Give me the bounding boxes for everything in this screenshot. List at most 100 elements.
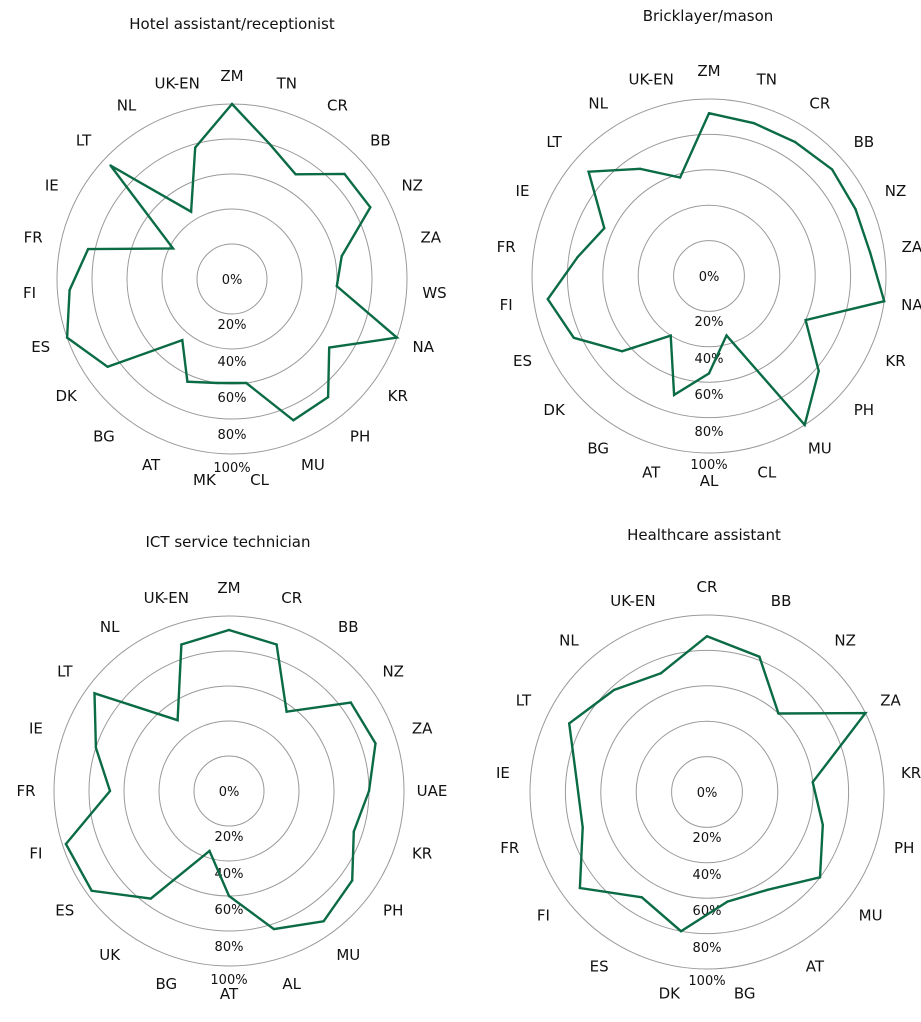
grid-ring (637, 204, 781, 348)
data-point-kr (804, 318, 807, 322)
category-label: NZ (382, 663, 404, 681)
data-point-dk (679, 930, 683, 933)
grid-ring (158, 720, 300, 862)
data-point-mu (292, 419, 295, 422)
data-point-cr (705, 635, 709, 638)
radar-chart-bricklayer: Bricklayer/mason 0%20%40%60%80%100%ZM TNC… (497, 7, 921, 490)
tick-label: 0% (219, 785, 240, 800)
category-label: ZA (421, 229, 442, 247)
category-label: UK-EN (629, 70, 674, 88)
category-label: FR (500, 839, 519, 857)
data-point-ph (817, 369, 820, 373)
category-label: FR (16, 782, 35, 800)
category-label: CR (697, 578, 718, 596)
category-label: PH (350, 428, 370, 446)
data-point-nl (176, 719, 179, 722)
grid-ring (53, 615, 405, 967)
category-label: FR (24, 229, 43, 247)
tick-label: 20% (215, 830, 244, 845)
data-point-nz (369, 206, 372, 209)
data-point-kr (328, 346, 331, 349)
category-label: MU (808, 440, 832, 458)
category-label: NZ (885, 182, 907, 200)
data-point-fi (68, 288, 71, 292)
category-label: FI (500, 296, 513, 314)
data-point-zm (707, 112, 711, 115)
data-point-ie (171, 247, 175, 250)
data-point-bb (343, 172, 346, 176)
data-point-za (374, 742, 377, 745)
data-point-cr (294, 173, 297, 176)
category-label: BB (771, 592, 792, 610)
data-point-lt (568, 722, 571, 725)
data-point-mu (818, 876, 822, 879)
data-point-za (340, 255, 343, 258)
data-point-lt (93, 692, 96, 695)
grid-ring (196, 243, 268, 315)
data-point-dk (106, 365, 109, 368)
data-point-fi (64, 842, 68, 846)
category-label: BG (587, 440, 609, 458)
grid-ring (193, 755, 265, 827)
category-label: PH (894, 839, 914, 857)
data-point-uk-en (659, 672, 663, 675)
category-label: NL (588, 95, 608, 113)
category-label: UK-EN (610, 592, 655, 610)
data-point-fr (86, 247, 90, 251)
category-label: NZ (401, 177, 423, 195)
data-point-ie (603, 227, 606, 230)
grid-ring (564, 649, 850, 935)
data-point-cr (793, 140, 797, 144)
data-point-nl (638, 167, 642, 170)
category-label: PH (854, 401, 874, 419)
data-point-mu (803, 423, 806, 427)
chart-title: Hotel assistant/receptionist (129, 15, 335, 33)
data-point-es (90, 889, 93, 892)
category-label: ZM (220, 67, 243, 85)
category-label: BG (734, 985, 756, 1003)
category-label: LT (57, 663, 73, 681)
data-point-ph (351, 879, 354, 882)
category-label: WS (422, 284, 446, 302)
data-point-za (869, 251, 872, 254)
category-label: NL (559, 632, 579, 650)
data-point-uk (149, 897, 152, 900)
data-point-bg (208, 849, 211, 853)
data-point-bg (181, 338, 184, 342)
category-label: ZM (697, 62, 720, 80)
data-point-bb (758, 655, 761, 658)
category-label: MU (336, 946, 360, 964)
tick-label: 80% (215, 940, 244, 955)
tick-label: 20% (695, 315, 724, 330)
category-label: DK (659, 985, 682, 1003)
grid-ring (673, 240, 745, 312)
data-point-za (864, 711, 867, 715)
category-label: UK-EN (155, 75, 200, 93)
data-point-tn (752, 122, 756, 125)
data-point-ie (575, 778, 578, 782)
chart-title: Healthcare assistant (627, 526, 781, 544)
tick-label: 40% (693, 868, 722, 883)
tick-label: 40% (218, 355, 247, 370)
tick-label: 100% (688, 974, 725, 989)
data-point-nz (854, 207, 857, 211)
category-label: LT (516, 692, 532, 710)
tick-label: 80% (693, 941, 722, 956)
category-label: ZA (412, 719, 433, 737)
grid-ring (529, 614, 885, 970)
data-point-dk (620, 350, 624, 353)
category-label: DK (543, 401, 566, 419)
grid-ring (671, 756, 743, 828)
category-label: UK-EN (144, 589, 189, 607)
data-point-uk-en (678, 176, 682, 179)
tick-label: 100% (690, 458, 727, 473)
data-point-at (227, 894, 231, 898)
category-label: AL (700, 472, 719, 490)
category-label: FI (29, 845, 42, 863)
category-label: LT (546, 133, 562, 151)
radar-chart-hotel-assistant: Hotel assistant/receptionist 0% 20% 40% 60%… (23, 15, 447, 489)
data-point-ws (335, 285, 338, 288)
category-label: MU (301, 456, 325, 474)
category-label: AT (142, 456, 161, 474)
